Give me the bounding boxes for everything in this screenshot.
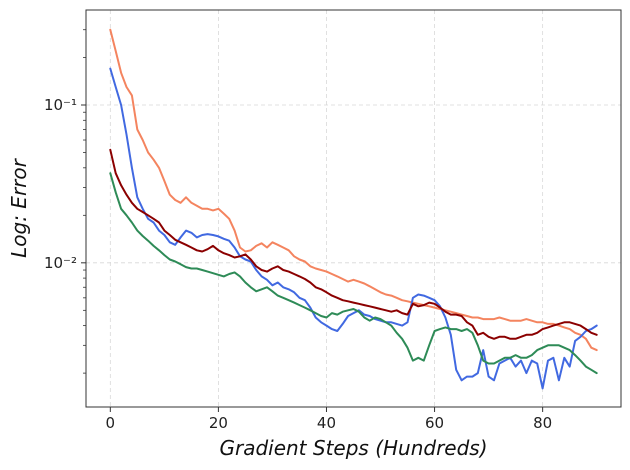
- series-line-2: [109, 67, 598, 390]
- x-tick-label: 60: [425, 414, 444, 432]
- x-tick-label: 40: [317, 414, 336, 432]
- series-line-4: [109, 172, 598, 375]
- x-tick-label: 80: [533, 414, 552, 432]
- y-tick-label: 10⁻²: [44, 254, 77, 272]
- series-line-1: [109, 28, 598, 352]
- y-tick-label: 10⁻¹: [44, 96, 77, 114]
- grid-lines: [86, 10, 621, 407]
- axis-ticks: 0 20 40 60 80 10⁻² 10⁻¹: [44, 29, 552, 432]
- y-axis-title: Log: Error: [7, 157, 31, 257]
- series-lines: [109, 28, 598, 390]
- plot-frame: [85, 9, 622, 408]
- x-axis-title: Gradient Steps (Hundreds): [219, 436, 487, 460]
- x-tick-label: 20: [209, 414, 228, 432]
- series-line-3: [109, 148, 598, 340]
- x-tick-label: 0: [106, 414, 116, 432]
